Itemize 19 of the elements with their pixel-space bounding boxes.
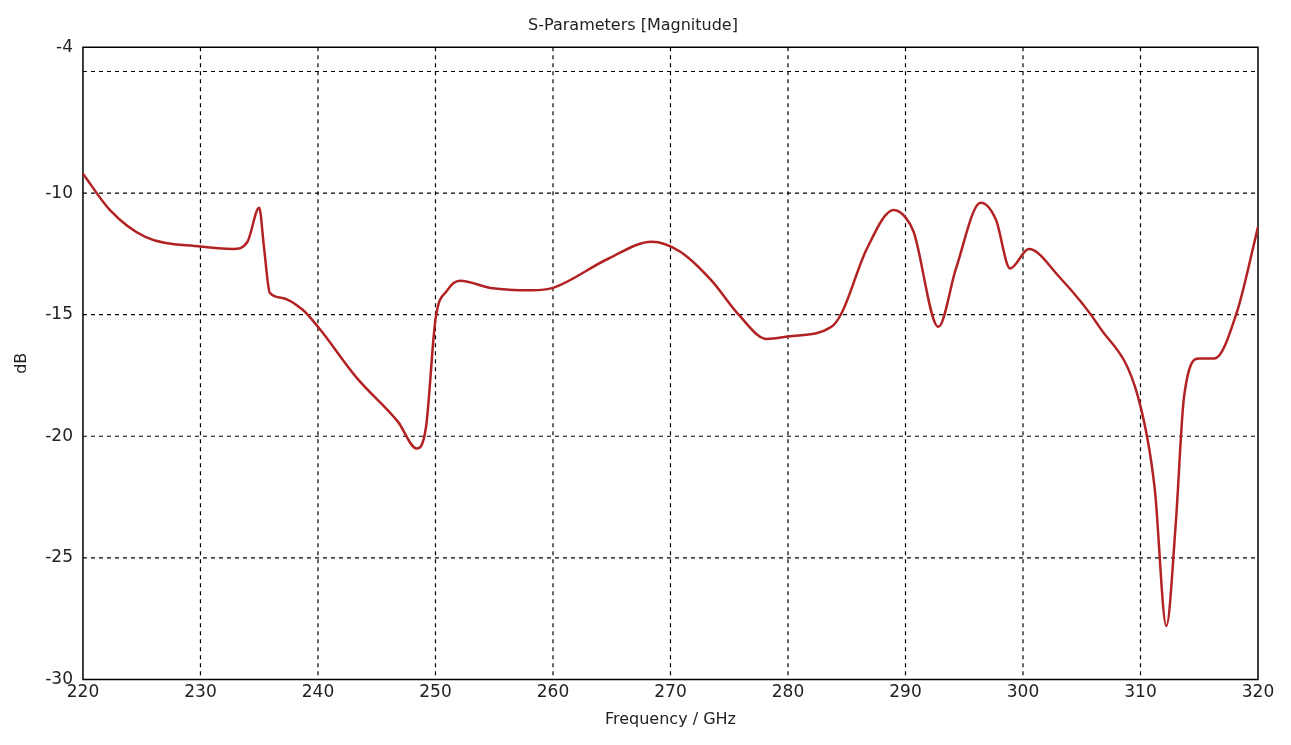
x-tick-label: 240 [301,681,335,702]
y-tick-label: -20 [45,424,73,445]
y-axis-title: dB [10,352,30,374]
x-tick-label: 320 [1241,681,1275,702]
x-tick-label: 270 [654,681,687,702]
x-tick-label: 260 [536,681,570,702]
x-tick-label: 310 [1124,681,1157,702]
x-tick-label: 300 [1006,681,1040,702]
y-tick-label: -10 [45,181,73,202]
x-tick-label: 290 [889,681,922,702]
x-tick-label: 280 [771,681,805,702]
x-axis-title: Frequency / GHz [604,708,737,728]
y-tick-label: -15 [45,303,73,324]
chart-title: S-Parameters [Magnitude] [528,14,738,34]
y-tick-label: -25 [45,546,73,567]
x-tick-label: 250 [419,681,452,702]
line-series [82,172,1258,628]
x-tick-label: 230 [184,681,217,702]
y-tick-label: -4 [56,35,73,56]
